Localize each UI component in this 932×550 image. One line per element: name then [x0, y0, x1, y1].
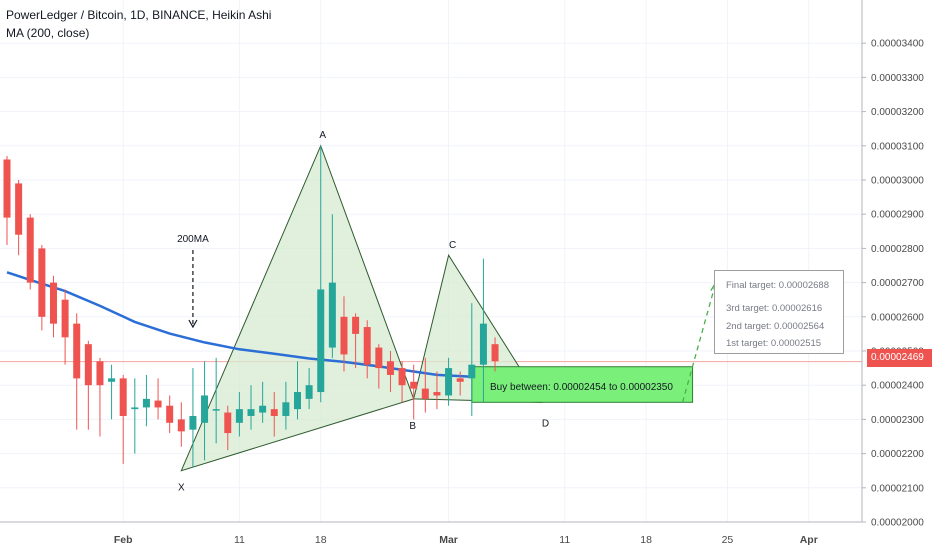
candle-body-bull [294, 392, 301, 410]
chart-title[interactable]: PowerLedger / Bitcoin, 1D, BINANCE, Heik… [6, 8, 272, 22]
point-c-label: C [449, 240, 456, 251]
candle-body-bull [468, 364, 476, 379]
x-tick-label: 18 [315, 534, 327, 546]
y-tick-label: 0.00002100 [871, 483, 924, 494]
candle-body-bear [154, 400, 162, 408]
x-tick-label: Feb [114, 534, 133, 546]
xab-triangle [180, 144, 415, 472]
buy-zone-label: Buy between: 0.00002454 to 0.00002350 [490, 382, 673, 393]
candle-body-bull [131, 407, 139, 410]
ma-callout-label: 200MA [177, 234, 209, 245]
final-target-label: Final target: 0.00002688 [726, 280, 829, 291]
candle-body-bull [328, 282, 336, 348]
candle-body-bear [61, 299, 69, 338]
y-tick-label: 0.00002800 [871, 244, 924, 255]
candle-body-bull [108, 378, 116, 382]
candle-body-bear [49, 282, 57, 324]
candle-body-bull [479, 323, 487, 365]
x-tick-label: 25 [722, 534, 734, 546]
candle-body-bear [3, 159, 11, 218]
candle-body-bear [270, 409, 278, 416]
ma-callout-arrowhead [188, 319, 198, 329]
candle-body-bull [235, 409, 243, 423]
candle-body-bull [305, 385, 313, 399]
y-tick-label: 0.00002000 [871, 518, 924, 529]
x-tick-label: 11 [234, 534, 245, 546]
candle-body-bull [317, 289, 325, 393]
second-target-label: 2nd target: 0.00002564 [726, 321, 825, 332]
ma-legend[interactable]: MA (200, close) [6, 26, 90, 40]
candles [3, 145, 499, 468]
candle-body-bear [398, 368, 406, 386]
candle-body-bear [177, 419, 185, 432]
harmonic-pattern [180, 144, 694, 472]
point-x-label: X [178, 483, 185, 494]
y-tick-label: 0.00002900 [871, 210, 924, 221]
candle-body-bear [433, 392, 441, 396]
y-tick-label: 0.00002700 [871, 278, 924, 289]
candle-body-bear [96, 361, 104, 386]
third-target-label: 3rd target: 0.00002616 [726, 303, 823, 314]
point-d-label: D [542, 418, 549, 429]
candle-body-bull [282, 402, 290, 416]
annotations: A X B C D 200MA [177, 130, 721, 494]
last-price-tag: 0.00002469 [867, 349, 932, 367]
candle-body-bull [201, 395, 209, 423]
candle-body-bear [491, 344, 499, 362]
candle-body-bear [375, 347, 383, 369]
first-target-label: 1st target: 0.00002515 [726, 338, 822, 349]
candle-body-bear [15, 183, 23, 235]
candle-body-bear [363, 327, 371, 365]
candle-body-bear [119, 378, 127, 416]
candle-body-bear [410, 381, 418, 389]
candle-body-bear [26, 217, 34, 283]
targets-box[interactable]: Final target: 0.00002688 3rd target: 0.0… [714, 270, 844, 354]
candle-body-bear [421, 388, 429, 399]
point-a-label: A [319, 130, 326, 141]
candle-body-bull [445, 368, 453, 396]
y-tick-label: 0.00003300 [871, 73, 924, 84]
y-tick-label: 0.00003000 [871, 176, 924, 187]
candle-body-bull [247, 409, 255, 416]
point-b-label: B [409, 421, 416, 432]
x-tick-label: 18 [640, 534, 652, 546]
y-tick-label: 0.00002400 [871, 381, 924, 392]
x-tick-label: Apr [800, 534, 818, 546]
candle-body-bear [166, 405, 174, 423]
candle-body-bull [259, 405, 267, 413]
y-tick-label: 0.00002200 [871, 449, 924, 460]
candle-body-bear [38, 248, 46, 317]
y-tick-label: 0.00003200 [871, 107, 924, 118]
x-tick-label: 11 [559, 534, 570, 546]
y-tick-label: 0.00003100 [871, 141, 924, 152]
candle-body-bear [84, 344, 92, 386]
buy-zone-rect [471, 366, 694, 403]
candle-body-bear [340, 316, 348, 355]
candle-body-bull [142, 398, 150, 408]
y-tick-label: 0.00003400 [871, 39, 924, 50]
candle-body-bear [456, 378, 464, 382]
y-tick-label: 0.00002300 [871, 415, 924, 426]
y-tick-label: 0.00002600 [871, 312, 924, 323]
x-tick-label: Mar [439, 534, 458, 546]
candle-body-bear [73, 323, 81, 379]
candle-body-bear [224, 412, 232, 434]
grid-lines [0, 0, 862, 523]
candle-body-bull [212, 409, 220, 411]
target-projection-line [681, 282, 717, 403]
candle-body-bear [352, 316, 360, 334]
candle-body-bear [386, 361, 394, 375]
candle-body-bull [189, 415, 197, 430]
